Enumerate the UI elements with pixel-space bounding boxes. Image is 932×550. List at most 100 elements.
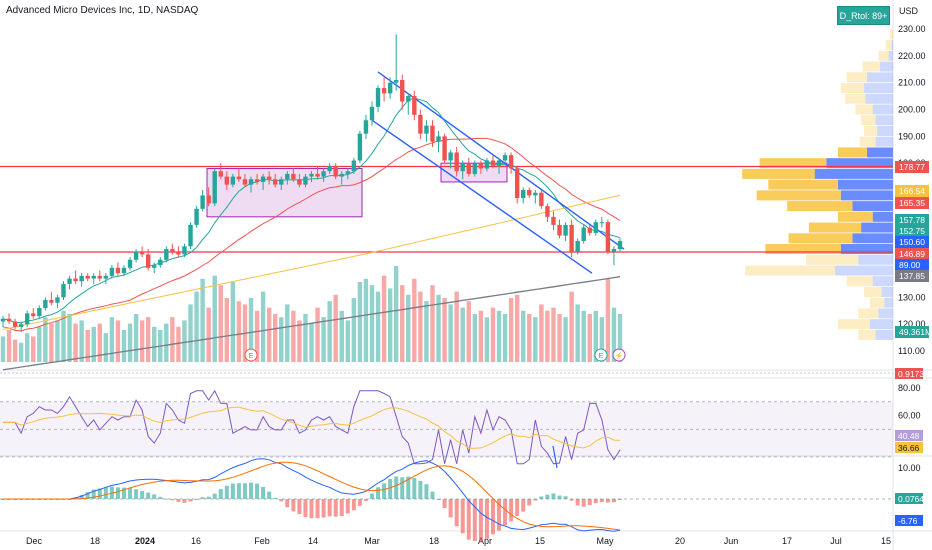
event-icon <box>244 348 258 362</box>
volume-bar <box>170 317 175 362</box>
volume-bar <box>139 320 145 362</box>
macd-histogram-bar <box>97 488 102 499</box>
volume-profile-down <box>875 329 893 340</box>
macd-histogram-bar <box>200 497 205 499</box>
volume-bar <box>466 301 471 362</box>
volume-profile-up <box>859 136 876 147</box>
volume-bar <box>551 307 556 362</box>
macd-histogram-bar <box>581 499 586 507</box>
volume-profile-up <box>858 329 876 340</box>
candle-body <box>31 313 36 317</box>
macd-histogram-bar <box>412 477 417 499</box>
volume-bar <box>248 298 254 362</box>
x-tick-label: 15 <box>535 536 545 546</box>
candle-body <box>200 195 205 209</box>
macd-histogram-bar <box>527 499 532 506</box>
candle-body <box>121 267 127 274</box>
macd-histogram-bar <box>460 499 465 534</box>
macd-histogram-bar <box>490 499 495 535</box>
volume-bar <box>527 314 532 362</box>
indicator-button[interactable]: D_Rtol: 89+ <box>837 6 890 25</box>
macd-histogram-bar <box>575 499 580 506</box>
candle-body <box>24 313 30 325</box>
macd-histogram-bar <box>303 499 308 517</box>
candle-body <box>291 173 296 180</box>
macd-histogram-bar <box>388 478 393 499</box>
volume-bar <box>85 330 90 362</box>
candle-body <box>18 324 24 327</box>
volume-bar <box>587 314 592 362</box>
candle-body <box>254 179 260 182</box>
macd-histogram-bar <box>224 485 229 499</box>
macd-histogram-bar <box>188 499 193 502</box>
macd-histogram-bar <box>533 499 538 501</box>
macd-histogram-bar <box>539 496 544 499</box>
macd-histogram-bar <box>182 499 187 503</box>
rsi-tick-label: 80.00 <box>898 383 921 393</box>
price-tag <box>895 161 929 173</box>
macd-histogram-bar <box>563 496 568 499</box>
candle-body <box>242 179 248 185</box>
volume-bar <box>557 314 562 362</box>
volume-bar <box>418 291 423 362</box>
volume-bar <box>285 304 290 362</box>
candle-body <box>333 165 338 177</box>
candle-body <box>158 259 163 266</box>
price-tag-label: 157.78 <box>899 215 925 225</box>
macd-tick-label: 10.00 <box>898 463 921 473</box>
volume-bar <box>611 307 617 362</box>
candle-body <box>321 171 326 177</box>
volume-bar <box>109 317 115 362</box>
candle-body <box>97 275 102 279</box>
volume-profile-down <box>872 211 893 222</box>
candle-body <box>176 251 181 255</box>
price-tag-label: 137.85 <box>899 271 925 281</box>
volume-bar <box>581 310 586 362</box>
candle-body <box>545 206 550 217</box>
candle-body <box>424 125 429 134</box>
candle-body <box>224 176 230 185</box>
macd-histogram-bar <box>345 499 350 514</box>
volume-bar <box>291 310 296 362</box>
macd-histogram-bar <box>218 489 223 499</box>
macd-histogram-bar <box>236 483 241 499</box>
volume-bar <box>406 294 411 362</box>
volume-bar <box>194 291 199 362</box>
volume-bar <box>254 310 260 362</box>
y-tick-label: 120.00 <box>898 319 926 329</box>
macd-histogram-bar <box>267 491 272 499</box>
candle-body <box>406 96 411 102</box>
x-tick-label: 20 <box>675 536 685 546</box>
macd-histogram-bar <box>146 492 151 499</box>
candle-body <box>442 136 447 161</box>
x-tick-label: 18 <box>429 536 439 546</box>
x-tick-label: May <box>596 536 614 546</box>
volume-bar <box>472 314 478 362</box>
volume-bar <box>442 298 447 362</box>
candle-body <box>454 152 459 172</box>
candle-body <box>484 160 490 169</box>
volume-bar <box>521 310 526 362</box>
candle-body <box>351 160 357 172</box>
macd-histogram-bar <box>351 499 356 511</box>
volume-profile-down <box>878 308 893 319</box>
candle-body <box>490 160 496 166</box>
candle-body <box>581 227 586 241</box>
candle-body <box>563 224 568 236</box>
volume-profile-up <box>840 83 864 94</box>
y-tick-label: 130.00 <box>898 292 926 302</box>
candle-body <box>533 192 538 196</box>
volume-profile-down <box>852 201 893 212</box>
macd-histogram-bar <box>569 499 574 501</box>
price-tag-label: 146.89 <box>899 249 925 259</box>
currency-label[interactable]: USD <box>899 6 919 16</box>
event-icon-label: E <box>249 353 254 360</box>
volume-profile-up <box>864 125 878 136</box>
x-tick-label: Jun <box>724 536 739 546</box>
candle-body <box>569 224 574 252</box>
macd-histogram-bar <box>406 476 411 499</box>
volume-profile-up <box>890 29 893 40</box>
macd-histogram-bar <box>400 477 405 499</box>
candle-body <box>285 173 290 180</box>
